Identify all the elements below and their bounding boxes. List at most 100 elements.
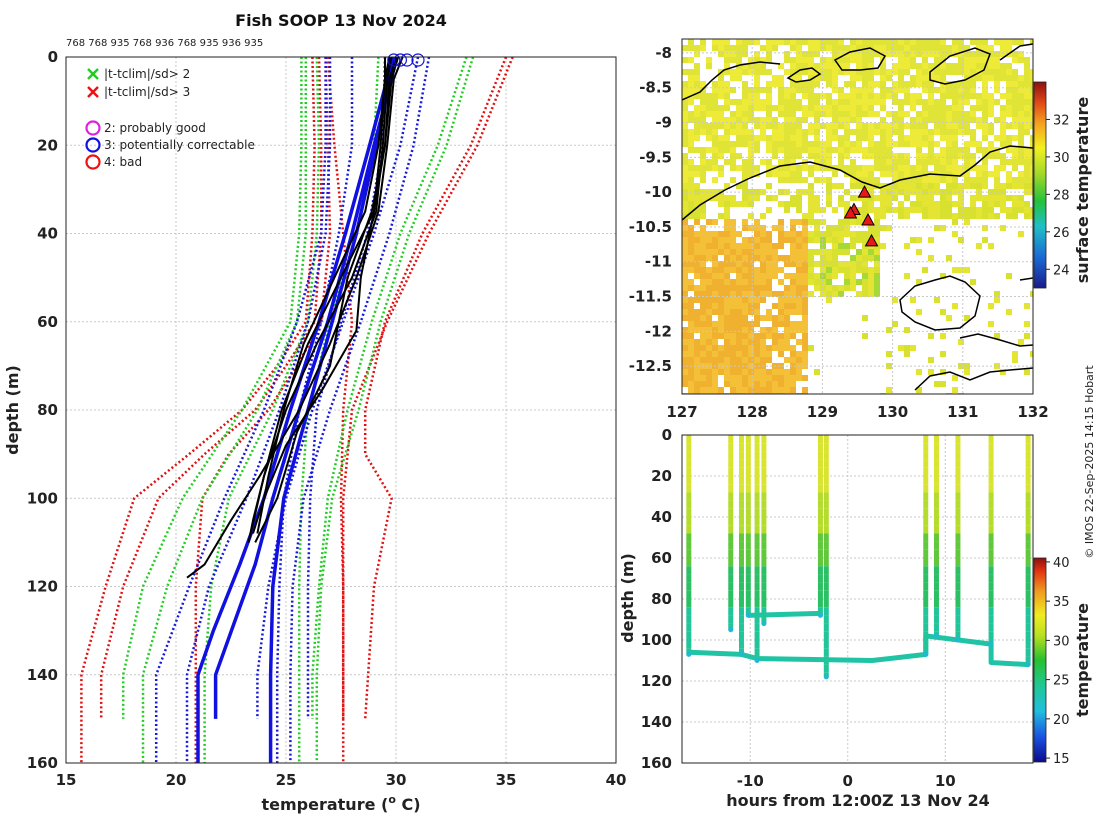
sst-cell xyxy=(988,141,994,147)
sst-cell xyxy=(778,291,784,297)
sst-cell xyxy=(922,165,928,171)
sst-cell xyxy=(766,357,772,363)
sst-cell xyxy=(1012,135,1018,141)
sst-cell xyxy=(766,207,772,213)
sst-cell xyxy=(760,63,766,69)
sst-cell xyxy=(706,369,712,375)
sst-cell xyxy=(832,291,838,297)
sst-cell xyxy=(904,141,910,147)
sst-cell xyxy=(970,159,976,165)
sst-cell xyxy=(838,153,844,159)
sst-cell xyxy=(844,105,850,111)
sst-cell xyxy=(712,255,718,261)
sst-cell xyxy=(916,279,922,285)
sst-cell xyxy=(706,279,712,285)
sst-cell xyxy=(982,201,988,207)
sst-cell xyxy=(778,321,784,327)
map-ytick-label: -8.5 xyxy=(639,79,672,97)
sst-cell xyxy=(1012,357,1018,363)
sst-cell xyxy=(838,87,844,93)
sst-cell xyxy=(730,285,736,291)
sst-cell xyxy=(694,381,700,387)
sst-cell xyxy=(796,123,802,129)
sst-cell xyxy=(748,321,754,327)
sst-cell xyxy=(1024,63,1030,69)
sst-cell xyxy=(868,75,874,81)
sst-cell xyxy=(736,381,742,387)
sst-cell xyxy=(946,87,952,93)
sst-cell xyxy=(796,39,802,45)
sst-cell xyxy=(952,375,958,381)
sst-cell xyxy=(982,39,988,45)
sst-cell xyxy=(682,369,688,375)
sst-cell xyxy=(862,195,868,201)
sst-cell xyxy=(976,51,982,57)
sst-cell xyxy=(790,273,796,279)
drop-bottom-point xyxy=(823,674,829,680)
sst-cell xyxy=(712,129,718,135)
sst-cell xyxy=(718,267,724,273)
sst-cell xyxy=(700,207,706,213)
sst-cell xyxy=(862,249,868,255)
sst-cell xyxy=(796,231,802,237)
sst-cell xyxy=(784,87,790,93)
sst-cell xyxy=(682,135,688,141)
sst-cell xyxy=(814,135,820,141)
sst-cell xyxy=(904,165,910,171)
sst-cell xyxy=(772,129,778,135)
sst-cell xyxy=(688,183,694,189)
sst-cell xyxy=(916,369,922,375)
sst-cell xyxy=(682,171,688,177)
sst-cell xyxy=(766,99,772,105)
sst-cell xyxy=(1030,147,1033,153)
sst-cell xyxy=(748,243,754,249)
sst-cell xyxy=(958,153,964,159)
sst-cell xyxy=(748,267,754,273)
sst-cell xyxy=(1006,69,1012,75)
sst-cell xyxy=(718,249,724,255)
sst-cell xyxy=(832,207,838,213)
sst-cell xyxy=(706,357,712,363)
sst-cell xyxy=(814,237,820,243)
sst-cell xyxy=(838,117,844,123)
sst-cell xyxy=(1006,273,1012,279)
sst-cell xyxy=(766,375,772,381)
sst-cell xyxy=(880,99,886,105)
sst-cell xyxy=(832,171,838,177)
sst-cell xyxy=(1018,201,1024,207)
sst-cell xyxy=(718,147,724,153)
sst-cell xyxy=(1006,195,1012,201)
sst-cell xyxy=(778,375,784,381)
sst-cell xyxy=(1012,117,1018,123)
profile-curves xyxy=(80,53,514,763)
sst-cell xyxy=(724,159,730,165)
sst-cell xyxy=(712,81,718,87)
sst-cell xyxy=(766,93,772,99)
sst-cell xyxy=(922,75,928,81)
map-ytick-label: -12 xyxy=(645,322,672,340)
sst-cell xyxy=(796,237,802,243)
sst-cell xyxy=(796,117,802,123)
sst-cell xyxy=(1012,93,1018,99)
station-triangle xyxy=(864,233,879,247)
sst-cell xyxy=(754,363,760,369)
sst-cell xyxy=(742,333,748,339)
sst-cell xyxy=(910,189,916,195)
sst-cell xyxy=(790,369,796,375)
sst-cell xyxy=(772,117,778,123)
sst-cell xyxy=(868,249,874,255)
sst-cell xyxy=(832,129,838,135)
sst-cell xyxy=(832,267,838,273)
profile-xlabel-main: temperature ( xyxy=(261,795,388,814)
sst-cell xyxy=(682,273,688,279)
sst-cell xyxy=(754,63,760,69)
sst-cell xyxy=(820,75,826,81)
sst-cell xyxy=(916,171,922,177)
sst-cell xyxy=(814,225,820,231)
sst-cell xyxy=(826,153,832,159)
sst-cell xyxy=(838,99,844,105)
sst-cell xyxy=(838,249,844,255)
sst-cell xyxy=(700,249,706,255)
sst-cell xyxy=(958,207,964,213)
